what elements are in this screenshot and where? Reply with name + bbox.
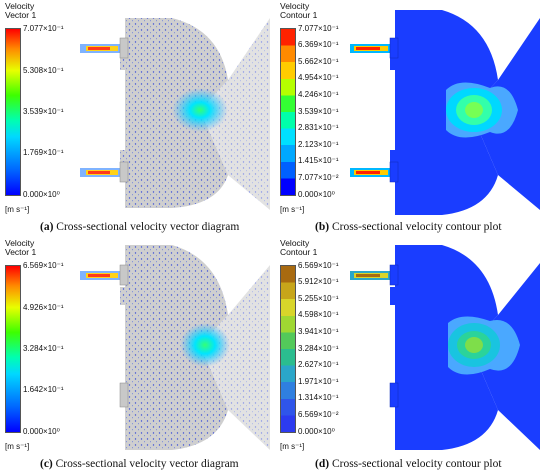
colorbar xyxy=(5,28,21,196)
tick-label: 4.954×10⁻¹ xyxy=(298,73,339,82)
tick-label: 7.077×10⁻¹ xyxy=(23,24,64,33)
tick-label: 1.971×10⁻¹ xyxy=(298,377,339,386)
tick-label: 4.598×10⁻¹ xyxy=(298,310,339,319)
panel-d: Velocity Contour 1 6.569×10⁻¹ 5.912×10⁻¹ … xyxy=(275,237,550,474)
panel-c: Velocity Vector 1 6.569×10⁻¹ 4.926×10⁻¹ 3… xyxy=(0,237,275,474)
tick-label: 0.000×10⁰ xyxy=(298,427,335,436)
caption: (d) Cross-sectional velocity contour plo… xyxy=(315,458,502,470)
colorbar xyxy=(280,28,296,196)
tick-label: 3.539×10⁻¹ xyxy=(298,107,339,116)
caption: (a) Cross-sectional velocity vector diag… xyxy=(40,221,240,233)
tick-label: 7.077×10⁻¹ xyxy=(298,24,339,33)
legend-title: Velocity Vector 1 xyxy=(5,238,37,257)
tick-label: 2.831×10⁻¹ xyxy=(298,123,339,132)
tick-label: 3.284×10⁻¹ xyxy=(298,344,339,353)
tick-label: 2.627×10⁻¹ xyxy=(298,360,339,369)
tick-label: 3.284×10⁻¹ xyxy=(23,344,64,353)
vector-field-plot xyxy=(80,245,270,450)
caption: (b) Cross-sectional velocity contour plo… xyxy=(315,221,502,233)
tick-label: 0.000×10⁰ xyxy=(23,190,60,199)
tick-label: 1.415×10⁻¹ xyxy=(298,156,339,165)
unit-label: [m s⁻¹] xyxy=(280,442,305,451)
tick-label: 5.912×10⁻¹ xyxy=(298,277,339,286)
tick-label: 3.539×10⁻¹ xyxy=(23,107,64,116)
panel-a: Velocity Vector 1 7.077×10⁻¹ 5.308×10⁻¹ 3… xyxy=(0,0,275,237)
unit-label: [m s⁻¹] xyxy=(5,442,30,451)
colorbar xyxy=(280,265,296,433)
unit-label: [m s⁻¹] xyxy=(5,205,30,214)
tick-label: 0.000×10⁰ xyxy=(23,427,60,436)
colorbar xyxy=(5,265,21,433)
tick-label: 7.077×10⁻² xyxy=(298,173,339,182)
tick-label: 5.308×10⁻¹ xyxy=(23,66,64,75)
tick-label: 5.255×10⁻¹ xyxy=(298,294,339,303)
legend-title: Velocity Contour 1 xyxy=(280,1,318,20)
contour-plot xyxy=(350,245,540,450)
contour-plot xyxy=(350,10,540,215)
tick-label: 6.569×10⁻¹ xyxy=(298,261,339,270)
tick-label: 1.769×10⁻¹ xyxy=(23,148,64,157)
legend-title: Velocity Vector 1 xyxy=(5,1,37,20)
tick-label: 6.569×10⁻¹ xyxy=(23,261,64,270)
tick-label: 1.314×10⁻¹ xyxy=(298,393,339,402)
vector-field-plot xyxy=(80,18,270,210)
unit-label: [m s⁻¹] xyxy=(280,205,305,214)
tick-label: 4.926×10⁻¹ xyxy=(23,303,64,312)
tick-label: 4.246×10⁻¹ xyxy=(298,90,339,99)
tick-label: 6.569×10⁻² xyxy=(298,410,339,419)
legend-title: Velocity Contour 1 xyxy=(280,238,318,257)
panel-b: Velocity Contour 1 7.077×10⁻¹ 6.369×10⁻¹ … xyxy=(275,0,550,237)
tick-label: 6.369×10⁻¹ xyxy=(298,40,339,49)
tick-label: 3.941×10⁻¹ xyxy=(298,327,339,336)
tick-label: 0.000×10⁰ xyxy=(298,190,335,199)
tick-label: 5.662×10⁻¹ xyxy=(298,57,339,66)
tick-label: 1.642×10⁻¹ xyxy=(23,385,64,394)
tick-label: 2.123×10⁻¹ xyxy=(298,140,339,149)
caption: (c) Cross-sectional velocity vector diag… xyxy=(40,458,239,470)
